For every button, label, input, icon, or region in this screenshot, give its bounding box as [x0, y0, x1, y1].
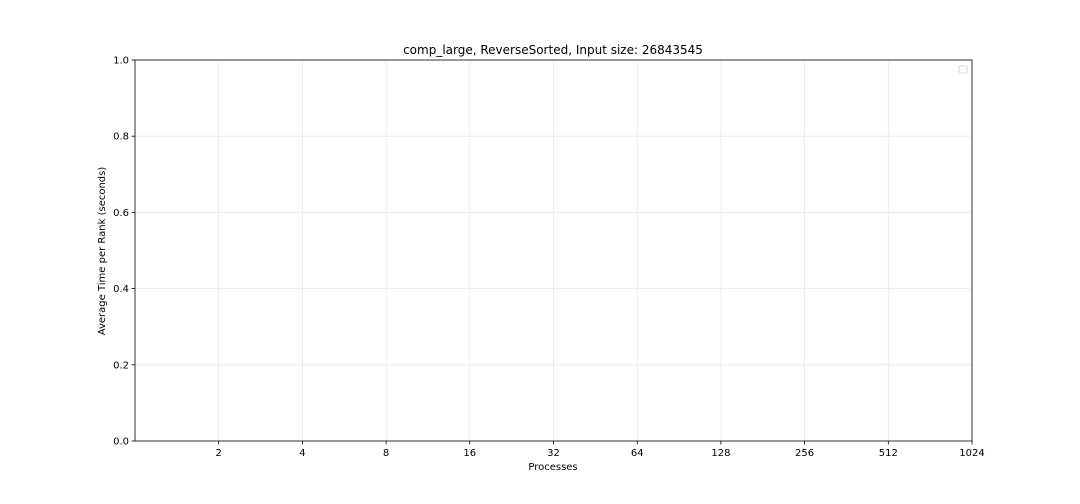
chart-title: comp_large, ReverseSorted, Input size: 2…	[403, 43, 703, 57]
y-axis-ticks: 0.0 0.2 0.4 0.6 0.8 1.0	[113, 56, 135, 448]
y-tick-label: 1.0	[113, 56, 129, 67]
x-tick-label: 16	[463, 448, 476, 459]
legend-box	[958, 65, 968, 74]
x-tick-label: 512	[879, 448, 898, 459]
y-tick-label: 0.2	[113, 360, 129, 371]
y-tick-label: 0.0	[113, 437, 129, 448]
x-tick-label: 64	[631, 448, 644, 459]
x-tick-label: 4	[299, 448, 305, 459]
y-tick-label: 0.6	[113, 208, 129, 219]
x-tick-label: 8	[383, 448, 389, 459]
y-tick-label: 0.4	[113, 284, 129, 295]
grid-lines	[135, 60, 973, 441]
x-tick-label: 2	[216, 448, 222, 459]
x-tick-label: 256	[795, 448, 814, 459]
y-axis-label: Average Time per Rank (seconds)	[97, 167, 108, 336]
x-axis-label: Processes	[528, 462, 577, 473]
y-tick-label: 0.8	[113, 132, 129, 143]
x-tick-label: 1024	[959, 448, 984, 459]
x-tick-label: 32	[547, 448, 560, 459]
x-axis-ticks: 2 4 8 16 32 64 128 256 512 1024	[216, 441, 985, 459]
x-tick-label: 128	[711, 448, 730, 459]
